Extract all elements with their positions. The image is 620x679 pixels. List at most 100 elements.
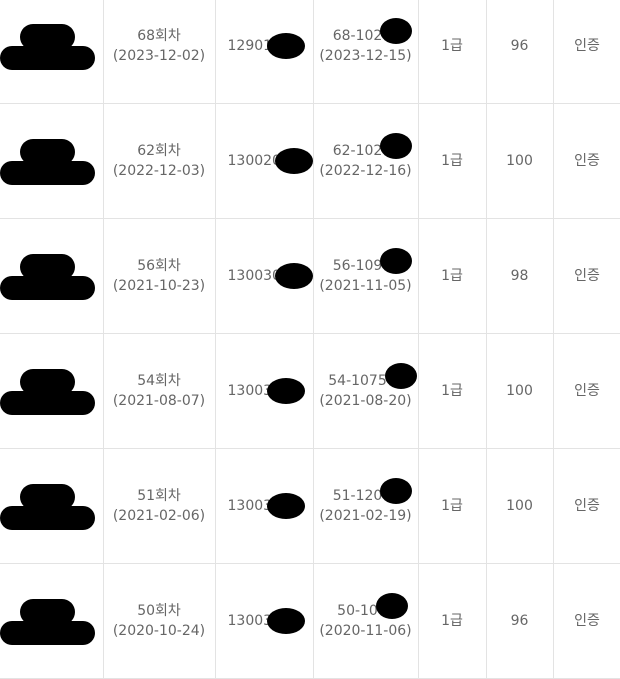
registration-id: 13003 [227, 498, 273, 514]
redaction-mark [20, 599, 75, 625]
certificate-number: 68-102 [332, 28, 383, 44]
exam-date: (2021-10-23) [112, 278, 206, 294]
exam-date: (2022-12-03) [112, 163, 206, 179]
grade: 1급 [417, 218, 487, 334]
exam-date: (2023-12-02) [112, 48, 206, 64]
certificate-cell: 51-120 (2021-02-19) [312, 448, 419, 564]
grade: 1급 [417, 563, 487, 679]
status: 인증 [552, 103, 620, 219]
certificate-number: 50-10 [337, 603, 378, 619]
redaction-mark [20, 484, 75, 510]
issue-date: (2021-02-19) [319, 508, 412, 524]
redaction-mark [20, 24, 75, 50]
table-row: 54회차 (2021-08-07) 13003 54-1075 (2021-08-2… [0, 333, 620, 449]
table-row: 50회차 (2020-10-24) 13003 50-10 (2020-11-06)… [0, 563, 620, 679]
exam-round: 50회차 [137, 603, 181, 619]
exam-round: 68회차 [137, 28, 181, 44]
issue-date: (2021-08-20) [319, 393, 412, 409]
name-cell [0, 563, 104, 679]
exam-round: 56회차 [137, 258, 181, 274]
redaction-mark [266, 378, 305, 404]
registration-id: 130030 [227, 268, 281, 284]
id-cell: 13003 [214, 333, 314, 449]
table-row: 56회차 (2021-10-23) 130030 56-109 (2021-11-0… [0, 218, 620, 334]
redaction-mark [20, 369, 75, 395]
score: 98 [485, 218, 554, 334]
certificate-cell: 56-109 (2021-11-05) [312, 218, 419, 334]
table-row: 68회차 (2023-12-02) 12901 68-102 (2023-12-15… [0, 0, 620, 104]
grade: 1급 [417, 333, 487, 449]
exam-date: (2021-08-07) [112, 393, 206, 409]
certificate-number: 56-109 [332, 258, 383, 274]
certificate-cell: 54-1075 (2021-08-20) [312, 333, 419, 449]
exam-date: (2020-10-24) [112, 623, 206, 639]
score: 100 [485, 103, 554, 219]
redaction-mark [0, 621, 95, 645]
name-cell [0, 448, 104, 564]
name-cell [0, 333, 104, 449]
registration-id: 130020 [227, 153, 281, 169]
exam-round-cell: 62회차 (2022-12-03) [102, 103, 216, 219]
score: 100 [485, 333, 554, 449]
exam-round: 51회차 [137, 488, 181, 504]
exam-round-cell: 68회차 (2023-12-02) [102, 0, 216, 104]
certificate-number: 54-1075 [328, 373, 387, 389]
grade: 1급 [417, 0, 487, 104]
redaction-mark [20, 139, 75, 165]
exam-round-cell: 51회차 (2021-02-06) [102, 448, 216, 564]
id-cell: 130030 [214, 218, 314, 334]
issue-date: (2021-11-05) [319, 278, 412, 294]
redaction-mark [375, 593, 408, 619]
name-cell [0, 103, 104, 219]
issue-date: (2023-12-15) [319, 48, 412, 64]
id-cell: 13003 [214, 448, 314, 564]
certificate-number: 51-120 [332, 488, 383, 504]
table-row: 51회차 (2021-02-06) 13003 51-120 (2021-02-19… [0, 448, 620, 564]
redaction-mark [0, 161, 95, 185]
redaction-mark [380, 133, 413, 159]
name-cell [0, 218, 104, 334]
score: 96 [485, 0, 554, 104]
id-cell: 130020 [214, 103, 314, 219]
registration-id: 13003 [227, 383, 273, 399]
redaction-mark [0, 391, 95, 415]
redaction-mark [0, 46, 95, 70]
status: 인증 [552, 563, 620, 679]
grade: 1급 [417, 448, 487, 564]
exam-round-cell: 54회차 (2021-08-07) [102, 333, 216, 449]
exam-round-cell: 56회차 (2021-10-23) [102, 218, 216, 334]
status: 인증 [552, 218, 620, 334]
exam-round: 54회차 [137, 373, 181, 389]
status: 인증 [552, 448, 620, 564]
exam-round: 62회차 [137, 143, 181, 159]
name-cell [0, 0, 104, 104]
exam-date: (2021-02-06) [112, 508, 206, 524]
issue-date: (2022-12-16) [319, 163, 412, 179]
redaction-mark [380, 18, 413, 44]
redaction-mark [275, 148, 314, 174]
certificate-number: 62-102 [332, 143, 383, 159]
redaction-mark [20, 254, 75, 280]
redaction-mark [275, 263, 314, 289]
redaction-mark [384, 363, 417, 389]
redaction-mark [380, 478, 413, 504]
registration-id: 12901 [227, 38, 273, 54]
certificate-cell: 68-102 (2023-12-15) [312, 0, 419, 104]
certificate-cell: 62-102 (2022-12-16) [312, 103, 419, 219]
status: 인증 [552, 333, 620, 449]
registration-id: 13003 [227, 613, 273, 629]
id-cell: 12901 [214, 0, 314, 104]
redaction-mark [266, 608, 305, 634]
table-row: 62회차 (2022-12-03) 130020 62-102 (2022-12-1… [0, 103, 620, 219]
score: 96 [485, 563, 554, 679]
id-cell: 13003 [214, 563, 314, 679]
score: 100 [485, 448, 554, 564]
redaction-mark [380, 248, 413, 274]
redaction-mark [266, 33, 305, 59]
redaction-mark [266, 493, 305, 519]
status: 인증 [552, 0, 620, 104]
redaction-mark [0, 506, 95, 530]
certificate-cell: 50-10 (2020-11-06) [312, 563, 419, 679]
redaction-mark [0, 276, 95, 300]
